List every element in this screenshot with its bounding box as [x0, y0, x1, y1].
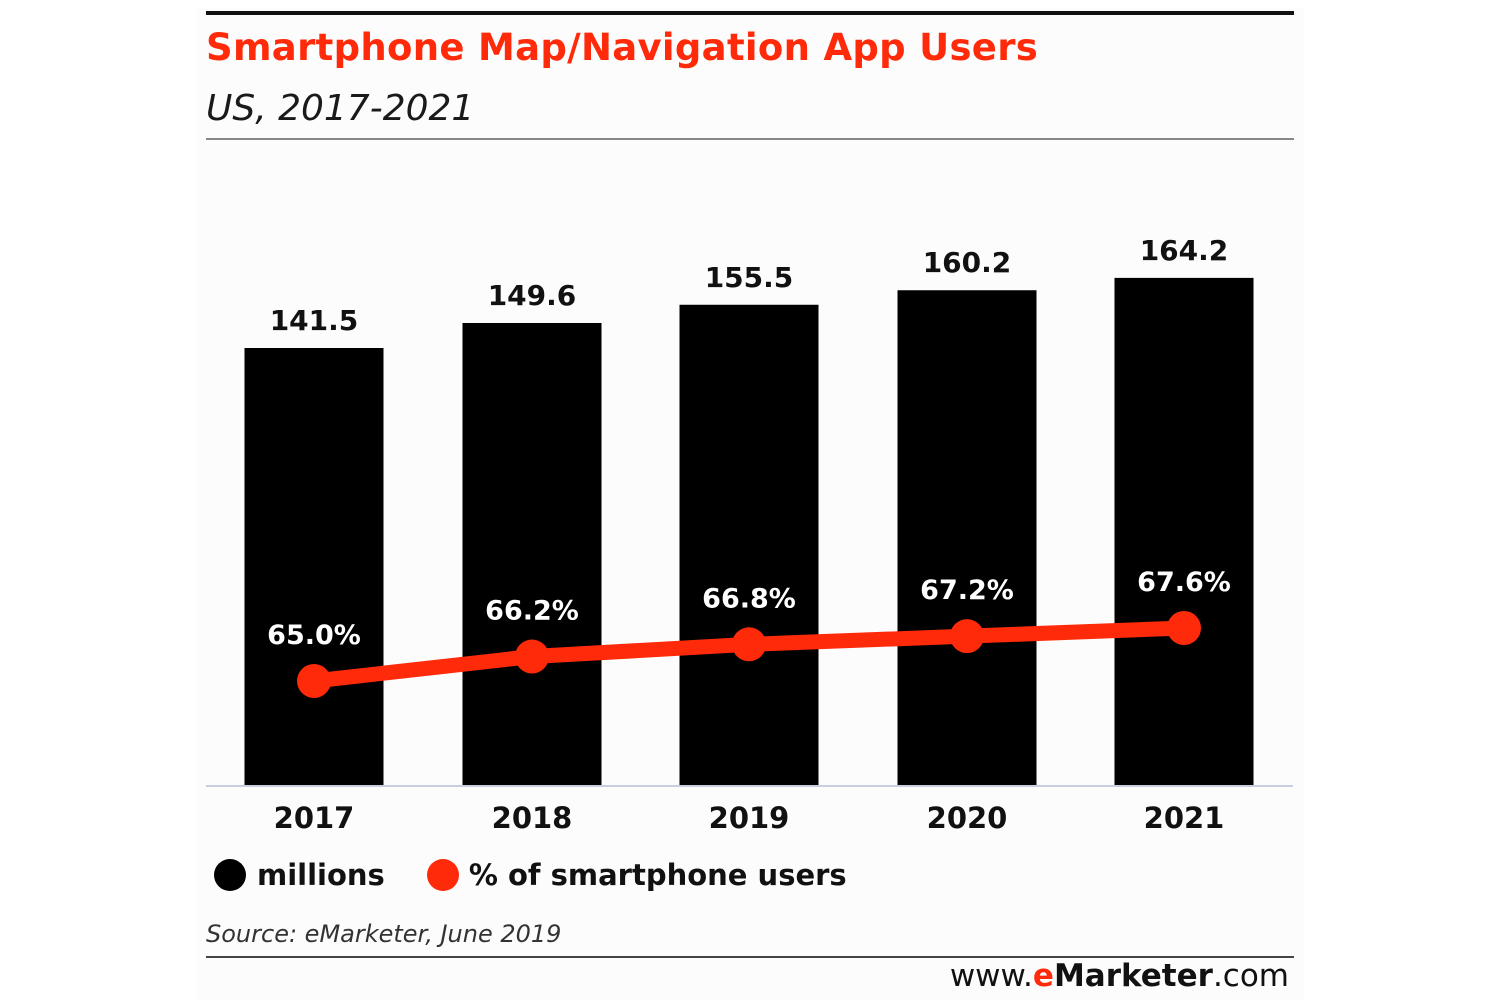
chart-subtitle: US, 2017-2021 [206, 88, 475, 129]
url-brand-e: e [1032, 958, 1054, 994]
percent-point-2021 [1167, 611, 1201, 645]
legend-label-millions: millions [257, 858, 385, 892]
percent-point-2018 [515, 639, 549, 674]
x-tick-label-2017: 2017 [274, 801, 355, 835]
url-suffix: .com [1212, 958, 1289, 994]
bar-value-label-2018: 149.6 [488, 279, 577, 312]
percent-label-2020: 67.2% [920, 575, 1014, 606]
bar-value-label-2017: 141.5 [270, 304, 359, 337]
percent-label-2019: 66.8% [702, 583, 796, 614]
bar-value-label-2020: 160.2 [923, 246, 1012, 279]
bar-2017 [244, 348, 384, 785]
bar-2021 [1114, 277, 1254, 785]
bar-2018 [462, 322, 602, 785]
bottom-rule [206, 956, 1294, 958]
bar-value-label-2021: 164.2 [1140, 234, 1229, 267]
legend-swatch-percent [426, 859, 459, 891]
emarketer-url[interactable]: www.eMarketer.com [950, 958, 1289, 994]
url-brand-name: Marketer [1053, 958, 1213, 994]
percent-point-2017 [297, 664, 331, 698]
legend-swatch-millions [214, 859, 246, 891]
source-note: Source: eMarketer, June 2019 [206, 920, 562, 948]
percent-label-2017: 65.0% [267, 620, 361, 651]
bar-2019 [679, 304, 819, 785]
bar-value-label-2019: 155.5 [705, 261, 794, 294]
bar-2020 [897, 290, 1037, 785]
percent-label-2018: 66.2% [485, 596, 579, 627]
percent-label-2021: 67.6% [1137, 567, 1231, 598]
legend-item-percent: % of smartphone users [426, 858, 847, 892]
legend-item-millions: millions [214, 858, 385, 892]
x-tick-label-2021: 2021 [1144, 801, 1225, 835]
percent-point-2020 [950, 619, 984, 654]
x-tick-label-2018: 2018 [492, 801, 573, 835]
top-rule [206, 11, 1294, 15]
legend-label-percent: % of smartphone users [468, 858, 847, 892]
legend: millions % of smartphone users [214, 858, 889, 892]
x-tick-label-2019: 2019 [709, 801, 790, 835]
chart-title: Smartphone Map/Navigation App Users [206, 26, 1039, 69]
url-prefix: www. [949, 958, 1033, 994]
subtitle-rule [206, 138, 1294, 140]
percent-point-2019 [732, 627, 766, 662]
x-tick-label-2020: 2020 [927, 801, 1008, 835]
